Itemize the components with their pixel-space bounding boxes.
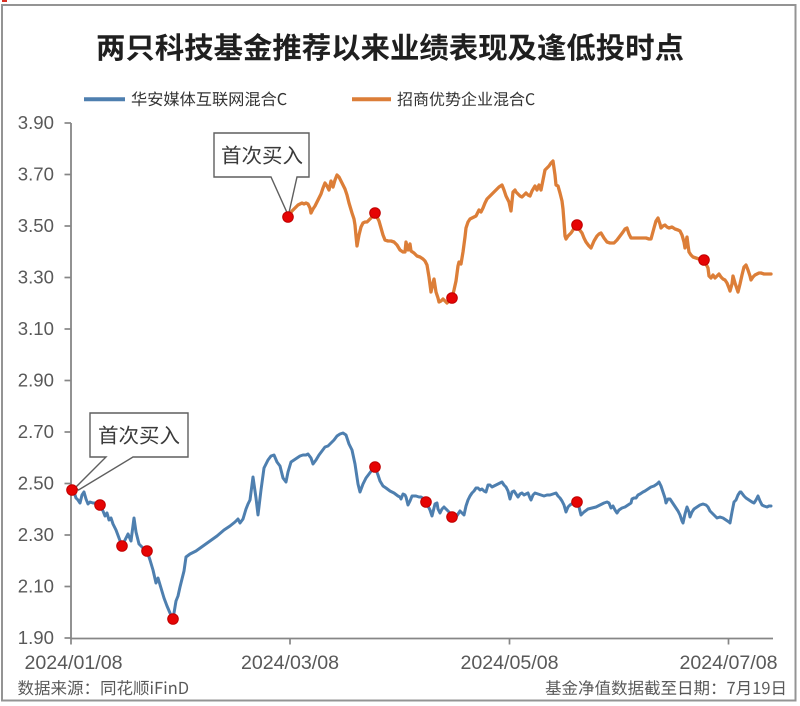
svg-text:2024/07/08: 2024/07/08 [679,652,777,674]
svg-text:2.10: 2.10 [18,576,54,597]
svg-text:2.70: 2.70 [18,421,54,442]
svg-text:3.50: 3.50 [18,215,54,236]
svg-text:2024/03/08: 2024/03/08 [241,652,339,674]
svg-text:1.90: 1.90 [18,627,54,648]
svg-text:3.10: 3.10 [18,318,54,339]
svg-text:3.30: 3.30 [18,267,54,288]
svg-text:2.90: 2.90 [18,370,54,391]
svg-text:3.70: 3.70 [18,164,54,185]
svg-text:3.90: 3.90 [18,112,54,133]
svg-text:2.50: 2.50 [18,473,54,494]
svg-text:2024/01/08: 2024/01/08 [24,652,122,674]
svg-text:2.30: 2.30 [18,524,54,545]
svg-text:2024/05/08: 2024/05/08 [460,652,558,674]
